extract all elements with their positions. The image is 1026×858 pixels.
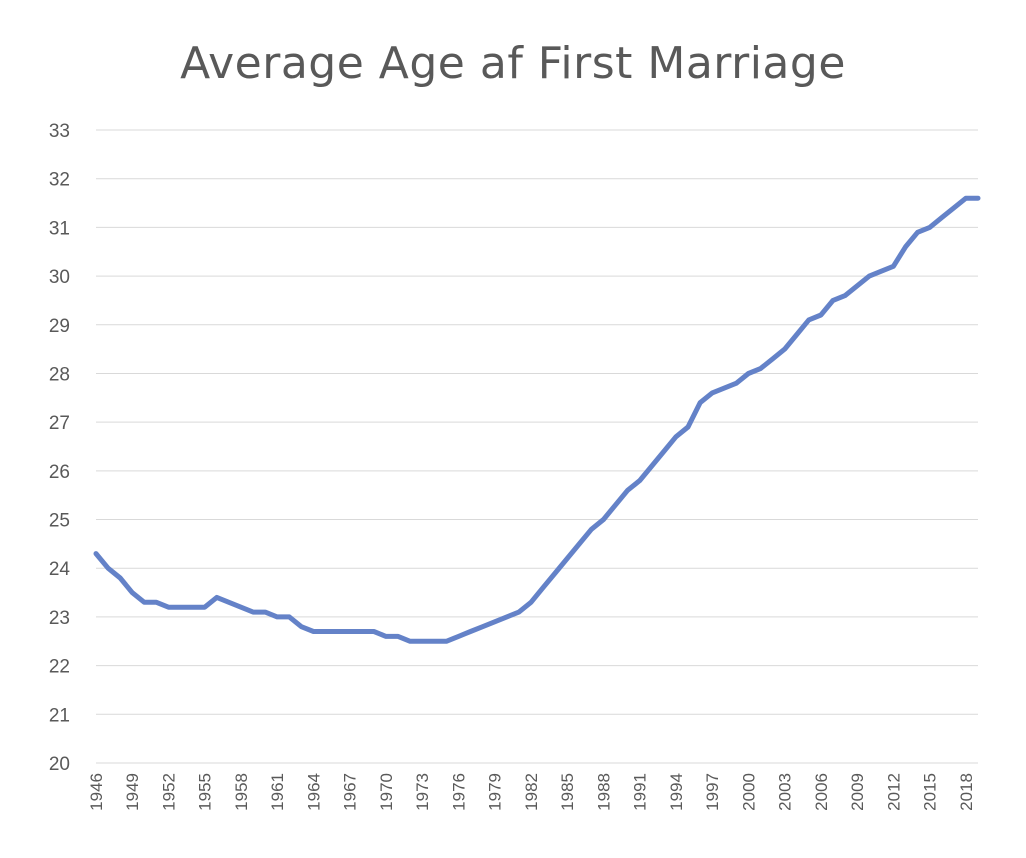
x-tick-label: 1946 bbox=[87, 773, 106, 811]
x-axis-ticks: 1946 1949 1952 1955 1958 1961 1964 1967 1970 1973… bbox=[87, 773, 976, 811]
y-axis-ticks: 20 21 22 23 24 25 26 27 28 29 30 31 32 33 bbox=[49, 121, 71, 775]
y-tick-label: 22 bbox=[49, 657, 70, 678]
x-tick-label: 1994 bbox=[667, 773, 686, 811]
y-tick-label: 20 bbox=[49, 754, 70, 775]
y-tick-label: 23 bbox=[49, 608, 70, 629]
x-tick-label: 1979 bbox=[486, 773, 505, 811]
x-tick-label: 1970 bbox=[377, 773, 396, 811]
x-tick-label: 1985 bbox=[558, 773, 577, 811]
x-tick-label: 2015 bbox=[921, 773, 940, 811]
x-tick-label: 2006 bbox=[812, 773, 831, 811]
x-tick-label: 1955 bbox=[196, 773, 215, 811]
x-tick-label: 2018 bbox=[957, 773, 976, 811]
y-tick-label: 32 bbox=[49, 170, 70, 191]
x-tick-label: 1988 bbox=[594, 773, 613, 811]
y-tick-label: 30 bbox=[49, 267, 70, 288]
x-tick-label: 1964 bbox=[304, 773, 323, 811]
x-tick-label: 1973 bbox=[413, 773, 432, 811]
y-tick-label: 31 bbox=[49, 218, 70, 239]
series-line-0 bbox=[93, 195, 981, 644]
gridlines bbox=[96, 129, 978, 764]
y-tick-label: 27 bbox=[49, 413, 70, 434]
x-tick-label: 1967 bbox=[341, 773, 360, 811]
series-layer bbox=[93, 195, 981, 644]
x-tick-label: 2000 bbox=[739, 773, 758, 811]
y-tick-label: 33 bbox=[49, 121, 70, 142]
y-tick-label: 29 bbox=[49, 316, 70, 337]
x-tick-label: 1976 bbox=[449, 773, 468, 811]
y-tick-label: 25 bbox=[49, 511, 70, 532]
x-tick-label: 1949 bbox=[123, 773, 142, 811]
y-tick-label: 24 bbox=[49, 559, 71, 580]
x-tick-label: 1997 bbox=[703, 773, 722, 811]
y-tick-label: 28 bbox=[49, 364, 70, 385]
x-tick-label: 2009 bbox=[848, 773, 867, 811]
x-tick-label: 1991 bbox=[631, 773, 650, 811]
chart-title: Average Age af First Marriage bbox=[180, 38, 846, 89]
y-tick-label: 21 bbox=[49, 705, 70, 726]
x-tick-label: 1961 bbox=[268, 773, 287, 811]
x-tick-label: 1952 bbox=[159, 773, 178, 811]
y-tick-label: 26 bbox=[49, 462, 70, 483]
x-tick-label: 2003 bbox=[776, 773, 795, 811]
x-tick-label: 1958 bbox=[232, 773, 251, 811]
x-tick-label: 2012 bbox=[884, 773, 903, 811]
x-tick-label: 1982 bbox=[522, 773, 541, 811]
